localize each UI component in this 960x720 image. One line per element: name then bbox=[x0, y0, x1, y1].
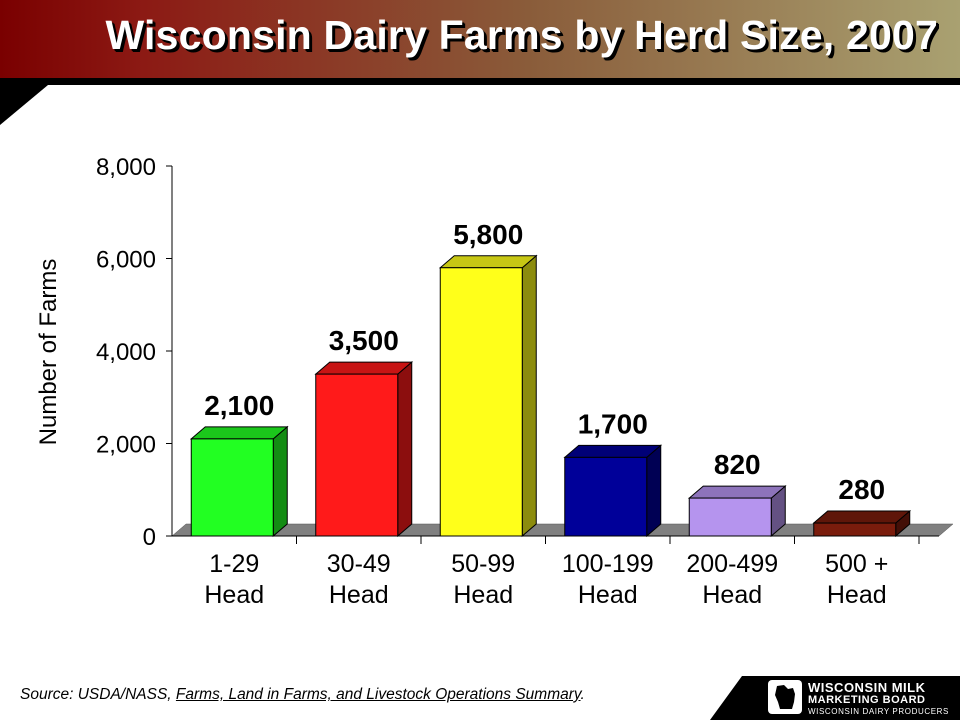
y-tick-label: 2,000 bbox=[96, 432, 156, 459]
wmmb-logo: WISCONSIN MILK MARKETING BOARD WISCONSIN… bbox=[760, 676, 960, 720]
bar-top bbox=[687, 485, 787, 499]
bar bbox=[564, 456, 648, 537]
bar bbox=[439, 267, 523, 537]
bar-value-label: 1,700 bbox=[578, 408, 648, 439]
chart-title: Wisconsin Dairy Farms by Herd Size, 2007 bbox=[105, 12, 938, 58]
x-tick-label: Head bbox=[329, 581, 389, 609]
logo-line-1: WISCONSIN MILK bbox=[808, 680, 926, 695]
title-bar: Wisconsin Dairy Farms by Herd Size, 2007 bbox=[0, 0, 960, 78]
x-tick-label: 1-29 bbox=[209, 550, 259, 578]
y-tick-label: 8,000 bbox=[96, 154, 156, 181]
bar-top bbox=[812, 510, 912, 524]
x-tick-label: 500 + bbox=[825, 550, 888, 578]
bar-top bbox=[563, 444, 663, 458]
bar-side bbox=[397, 361, 413, 538]
x-tick-label: 30-49 bbox=[327, 550, 391, 578]
source-publication: Farms, Land in Farms, and Livestock Oper… bbox=[175, 686, 581, 703]
bar bbox=[688, 497, 772, 537]
source-suffix: . bbox=[580, 686, 585, 703]
bar-value-label: 3,500 bbox=[329, 325, 399, 356]
y-tick-label: 0 bbox=[143, 524, 156, 551]
x-tick-label: Head bbox=[702, 581, 762, 609]
y-tick-label: 6,000 bbox=[96, 247, 156, 274]
x-tick-label: Head bbox=[453, 581, 513, 609]
bar-top bbox=[314, 361, 414, 375]
x-tick-label: Head bbox=[578, 581, 638, 609]
logo-line-2: MARKETING BOARD bbox=[808, 694, 926, 706]
bar-side bbox=[272, 425, 288, 538]
logo-line-3: WISCONSIN DAIRY PRODUCERS bbox=[808, 707, 949, 716]
bar-value-label: 820 bbox=[714, 449, 761, 480]
bar-top bbox=[438, 255, 538, 269]
source-prefix: Source: USDA/NASS, bbox=[20, 686, 176, 703]
bar-side bbox=[646, 444, 662, 538]
x-tick-label: Head bbox=[827, 581, 887, 609]
bar bbox=[190, 438, 274, 537]
source-citation: Source: USDA/NASS, Farms, Land in Farms,… bbox=[20, 686, 585, 704]
wisconsin-state-icon bbox=[768, 680, 802, 714]
bar-top bbox=[189, 426, 289, 440]
bar bbox=[315, 373, 399, 537]
chart-plot: 0 2,000 4,000 6,000 8,000 Number of Farms 2,10… bbox=[35, 154, 954, 609]
bar-side bbox=[521, 254, 537, 538]
y-tick-label: 4,000 bbox=[96, 339, 156, 366]
bar-value-label: 2,100 bbox=[204, 390, 274, 421]
bar bbox=[813, 522, 897, 537]
x-tick-label: 50-99 bbox=[451, 550, 515, 578]
bar-value-label: 280 bbox=[838, 474, 885, 505]
bar-value-label: 5,800 bbox=[453, 219, 523, 250]
x-tick-label: Head bbox=[204, 581, 264, 609]
x-tick-label: 100-199 bbox=[562, 550, 654, 578]
x-tick-label: 200-499 bbox=[686, 550, 778, 578]
y-axis-label: Number of Farms bbox=[35, 259, 62, 446]
